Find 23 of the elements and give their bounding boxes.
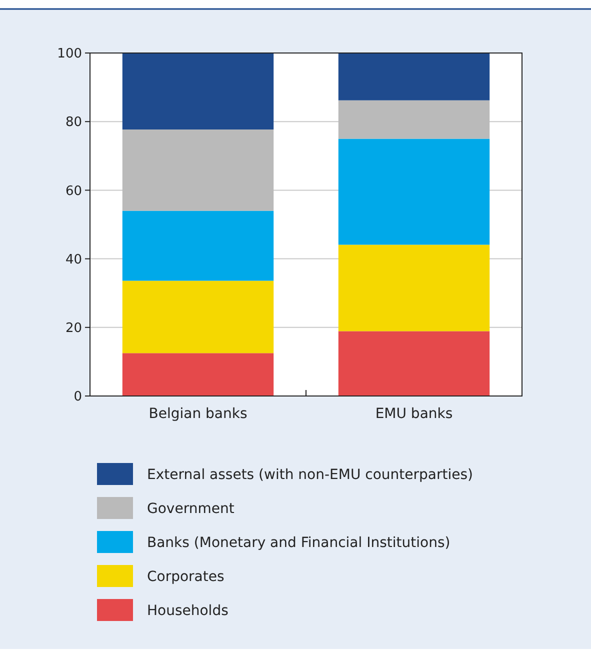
legend-label: Government [147, 500, 235, 517]
y-tick-label: 60 [65, 184, 82, 199]
bar [338, 138, 490, 245]
legend-label: External assets (with non-EMU counterparties) [147, 466, 473, 483]
x-tick-label: EMU banks [375, 406, 453, 422]
legend-label: Corporates [147, 568, 224, 585]
y-tick-label: 20 [65, 320, 82, 336]
bar [122, 280, 274, 354]
y-tick-label: 40 [65, 252, 82, 268]
bar [122, 53, 274, 130]
bar [338, 244, 490, 332]
x-tick-label: Belgian banks [148, 406, 248, 422]
bar [338, 331, 490, 396]
bar [122, 210, 274, 281]
y-tick-label: 0 [74, 390, 82, 405]
bar [122, 129, 274, 211]
bar [338, 53, 490, 100]
y-tick-label: 80 [65, 115, 82, 130]
y-tick-label: 100 [57, 46, 82, 62]
legend-label: Households [147, 602, 228, 619]
bar [122, 353, 274, 396]
legend-label: Banks (Monetary and Financial Institutions) [147, 534, 450, 551]
bar [338, 100, 490, 139]
